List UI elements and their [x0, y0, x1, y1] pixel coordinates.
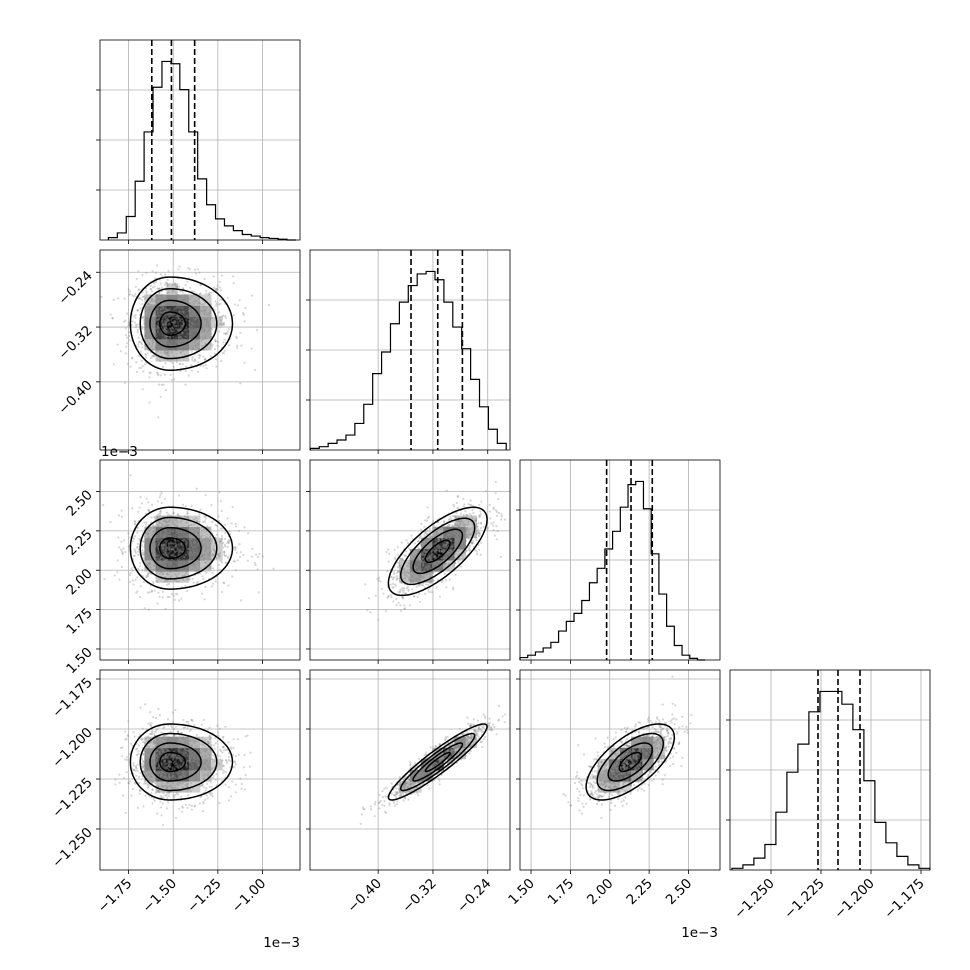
y-tick-label-2-2: 2.00 [63, 566, 96, 599]
x-tick-label-0-2: −1.25 [184, 876, 225, 917]
x-tick-label-2-4: 2.50 [663, 876, 696, 909]
x-tick-label-0-0: −1.75 [95, 876, 136, 917]
histogram-2 [519, 480, 706, 661]
x-tick-label-2-2: 2.00 [584, 876, 617, 909]
axes-frame [519, 459, 721, 661]
axes-frame [99, 249, 301, 451]
contour-4-0 [424, 751, 451, 773]
contour-0-2 [139, 287, 218, 360]
contour-3-3 [129, 723, 234, 801]
contour-1-0 [159, 537, 187, 560]
y-tick-label-1-1: −0.32 [55, 323, 96, 364]
contour-5-1 [607, 742, 654, 782]
x-tick-label-3-2: −1.200 [831, 876, 878, 923]
histogram-3 [731, 690, 931, 870]
axes-frame [309, 459, 511, 661]
histogram-0 [107, 60, 296, 241]
contour-5-3 [585, 723, 676, 801]
contour-1-2 [139, 516, 218, 580]
density-cells-5 [597, 736, 665, 793]
y-tick-label-3-3: −1.175 [49, 675, 96, 722]
x-offset-label-col2: 1e−3 [681, 925, 718, 941]
y-tick-label-2-3: 2.25 [63, 526, 96, 559]
contour-1-3 [129, 506, 234, 590]
x-tick-label-2-3: 2.25 [623, 876, 656, 909]
x-tick-label-1-1: −0.32 [399, 876, 440, 917]
axes-frame [309, 669, 511, 871]
x-tick-label-2-1: 1.75 [545, 876, 578, 909]
x-tick-label-3-1: −1.225 [781, 876, 828, 923]
contour-3-1 [149, 742, 202, 782]
axes-frame [729, 669, 931, 871]
contour-0-1 [149, 299, 202, 348]
contour-4-3 [387, 723, 488, 801]
contour-4-1 [412, 742, 464, 782]
axes-frame [519, 669, 721, 871]
lines-layer [107, 40, 931, 870]
contour-2-0 [424, 539, 451, 564]
grid-layer [100, 40, 930, 870]
axes-frame [99, 669, 301, 871]
y-tick-label-2-0: 1.50 [63, 644, 96, 677]
contour-3-2 [139, 732, 218, 792]
x-tick-label-1-2: −0.24 [454, 876, 495, 917]
density-cells-1 [144, 515, 223, 583]
x-tick-label-0-3: −1.00 [229, 876, 270, 917]
contour-0-0 [159, 311, 187, 337]
contour-2-3 [387, 506, 488, 597]
histogram-1 [309, 270, 507, 450]
contour-4-2 [400, 732, 476, 792]
y-tick-label-1-2: −0.24 [55, 268, 96, 309]
x-tick-label-3-0: −1.250 [731, 876, 778, 923]
x-tick-label-3-3: −1.175 [881, 876, 928, 923]
y-tick-label-2-1: 1.75 [63, 605, 96, 638]
sample-points-2 [364, 480, 506, 621]
contour-3-0 [159, 751, 187, 773]
y-tick-label-3-1: −1.225 [49, 775, 96, 822]
x-tick-label-2-0: 1.50 [505, 876, 538, 909]
sample-points-3 [114, 703, 252, 827]
contour-0-3 [129, 276, 234, 371]
y-tick-label-3-0: −1.250 [49, 825, 96, 872]
contour-2-1 [412, 528, 464, 575]
axes-frame [99, 39, 301, 241]
density-layer [144, 283, 665, 793]
y-tick-label-2-4: 2.50 [63, 487, 96, 520]
y-tick-label-1-0: −0.40 [55, 377, 96, 418]
contour-1-1 [149, 526, 202, 570]
x-offset-label-col0: 1e−3 [263, 935, 300, 951]
y-tick-label-3-2: −1.200 [49, 725, 96, 772]
x-tick-label-1-0: −0.40 [344, 876, 385, 917]
contour-2-2 [400, 517, 476, 586]
x-tick-label-0-1: −1.50 [139, 876, 180, 917]
frames-layer [96, 39, 931, 874]
axes-frame [99, 459, 301, 661]
axes-frame [309, 249, 511, 451]
contour-5-2 [596, 732, 665, 792]
y-offset-label-row1: 1e−3 [101, 444, 138, 460]
contour-5-0 [618, 751, 643, 773]
sample-points-4 [359, 704, 507, 825]
